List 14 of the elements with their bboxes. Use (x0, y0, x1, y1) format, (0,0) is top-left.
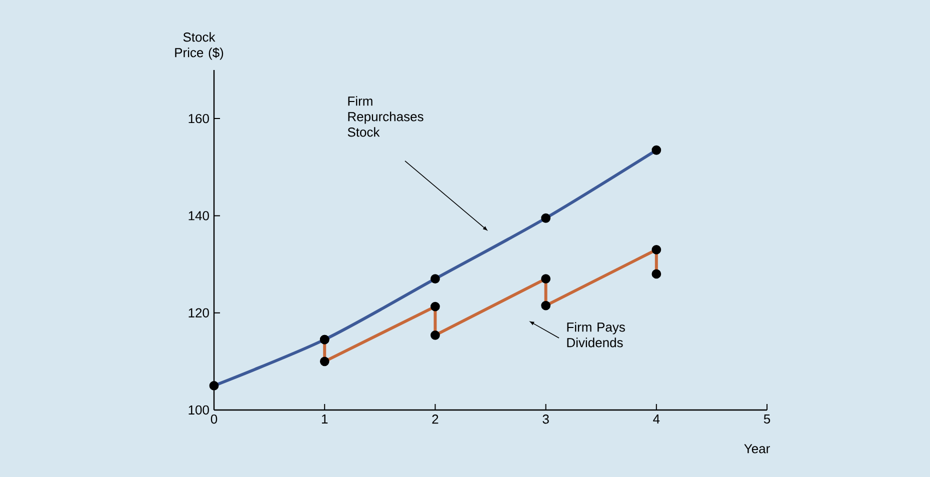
x-tick-label: 4 (653, 414, 660, 424)
y-axis-title: Stock Price ($) (175, 32, 224, 60)
x-tick-label: 5 (764, 414, 770, 424)
x-tick-label: 0 (210, 414, 218, 424)
y-tick-label: 100 (188, 405, 209, 415)
y-tick-label: 140 (188, 211, 209, 220)
annotation: Firm Repurchases Stock (348, 96, 424, 137)
x-tick-label: 2 (432, 414, 438, 424)
y-tick-label: 120 (188, 308, 209, 318)
x-tick-label: 3 (542, 414, 549, 424)
x-axis-title: Year (744, 444, 770, 454)
y-tick-label: 160 (188, 114, 209, 124)
annotation: Firm Pays Dividends (567, 322, 625, 348)
x-tick-label: 1 (322, 414, 328, 424)
